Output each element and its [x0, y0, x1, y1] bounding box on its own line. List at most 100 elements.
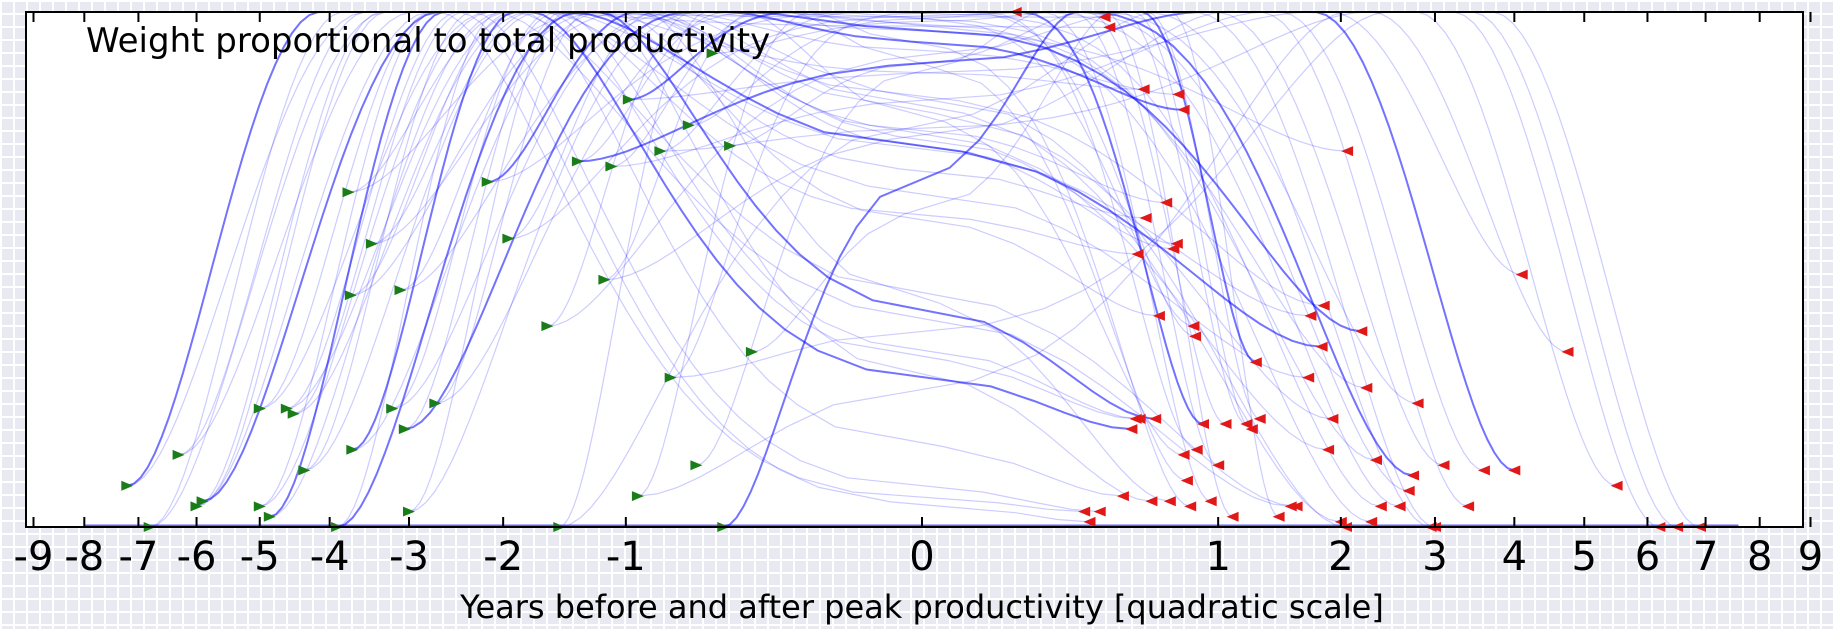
end-marker — [1149, 413, 1162, 424]
end-marker — [1093, 506, 1106, 517]
end-marker — [1315, 341, 1328, 352]
end-marker — [1083, 516, 1096, 527]
end-marker — [1187, 321, 1200, 332]
end-marker — [1462, 501, 1475, 512]
x-axis-ticks: -9 -8 -7 -6 -5 -4 -3 -2 -1 0 1 2 3 4 5 6 7 8 9 — [14, 12, 1823, 580]
end-marker — [1561, 346, 1574, 357]
end-marker — [1393, 501, 1406, 512]
end-marker — [1160, 197, 1173, 208]
x-tick-label: 4 — [1502, 534, 1527, 580]
x-tick-label: -5 — [240, 534, 280, 580]
start-marker — [429, 398, 442, 409]
start-marker — [403, 506, 415, 517]
end-marker — [1272, 511, 1285, 522]
end-marker — [1167, 243, 1180, 254]
start-marker — [190, 501, 203, 512]
x-tick-label: -9 — [14, 534, 54, 580]
start-marker — [253, 403, 266, 414]
x-tick-label: 1 — [1205, 534, 1230, 580]
start-marker — [745, 346, 758, 357]
end-marker — [1204, 496, 1217, 507]
start-marker — [253, 501, 266, 512]
end-marker — [1133, 413, 1146, 424]
end-marker — [1152, 310, 1165, 321]
end-marker — [1249, 357, 1262, 368]
x-tick-label: -2 — [483, 534, 523, 580]
start-marker — [365, 238, 378, 249]
end-marker — [1326, 413, 1339, 424]
end-marker — [1226, 511, 1239, 522]
x-tick-label: 9 — [1798, 534, 1823, 580]
start-marker — [598, 274, 611, 285]
chart-annotation: Weight proportional to total productivit… — [86, 21, 770, 61]
end-marker — [1180, 475, 1193, 486]
markers-layer — [121, 7, 1706, 532]
start-marker — [605, 161, 618, 172]
start-marker — [622, 94, 635, 105]
x-tick-label: -3 — [389, 534, 429, 580]
x-tick-label: 3 — [1422, 534, 1447, 580]
end-marker — [1116, 491, 1129, 502]
end-marker — [1197, 419, 1209, 429]
plot-frame — [25, 11, 1804, 528]
end-marker — [1370, 455, 1382, 466]
end-marker — [1341, 146, 1354, 157]
end-marker — [1407, 470, 1420, 481]
end-marker — [1172, 89, 1185, 100]
start-marker — [346, 444, 359, 455]
end-marker — [1177, 104, 1190, 115]
plot-area — [26, 12, 1803, 527]
end-marker — [1317, 300, 1330, 311]
start-marker — [121, 480, 134, 491]
end-marker — [1170, 238, 1183, 249]
end-marker — [1360, 382, 1373, 393]
start-marker — [541, 321, 554, 332]
x-tick-label: -8 — [64, 534, 104, 580]
start-marker — [196, 496, 209, 507]
start-marker — [263, 511, 276, 522]
end-marker — [1437, 460, 1450, 471]
start-marker — [571, 156, 584, 167]
end-marker — [1184, 501, 1197, 512]
end-marker — [1177, 449, 1190, 460]
end-marker — [1304, 310, 1317, 321]
start-marker — [298, 465, 311, 476]
end-marker — [1411, 398, 1424, 409]
x-tick-label: 7 — [1693, 534, 1718, 580]
x-tick-label: 0 — [909, 534, 934, 580]
end-marker — [1245, 424, 1258, 435]
x-tick-label: -6 — [177, 534, 217, 580]
start-marker — [654, 146, 667, 157]
start-marker — [690, 460, 703, 471]
start-marker — [394, 285, 407, 296]
start-marker — [706, 48, 719, 59]
end-marker — [1212, 460, 1225, 471]
x-tick-label: -4 — [310, 534, 350, 580]
start-marker — [502, 233, 515, 244]
end-marker — [1402, 485, 1415, 496]
end-marker — [1219, 419, 1232, 429]
end-marker — [1137, 84, 1150, 95]
end-marker — [1098, 12, 1111, 23]
end-marker — [1189, 331, 1202, 342]
start-marker — [481, 176, 494, 187]
end-marker — [1145, 496, 1158, 507]
end-marker — [1374, 501, 1387, 512]
end-marker — [1322, 444, 1335, 455]
x-tick-label: 8 — [1747, 534, 1772, 580]
end-marker — [1355, 326, 1368, 337]
x-tick-label: -7 — [118, 534, 158, 580]
end-marker — [1103, 22, 1116, 33]
end-marker — [1302, 372, 1315, 383]
start-marker — [287, 408, 300, 419]
end-marker — [1508, 465, 1521, 476]
end-marker — [1240, 419, 1253, 429]
end-marker — [1365, 516, 1378, 527]
x-tick-label: 6 — [1635, 534, 1660, 580]
end-marker — [1163, 496, 1176, 507]
start-marker — [386, 403, 399, 414]
start-marker — [342, 187, 355, 198]
end-marker — [1290, 501, 1303, 512]
start-marker — [280, 403, 293, 414]
start-marker — [344, 290, 357, 301]
